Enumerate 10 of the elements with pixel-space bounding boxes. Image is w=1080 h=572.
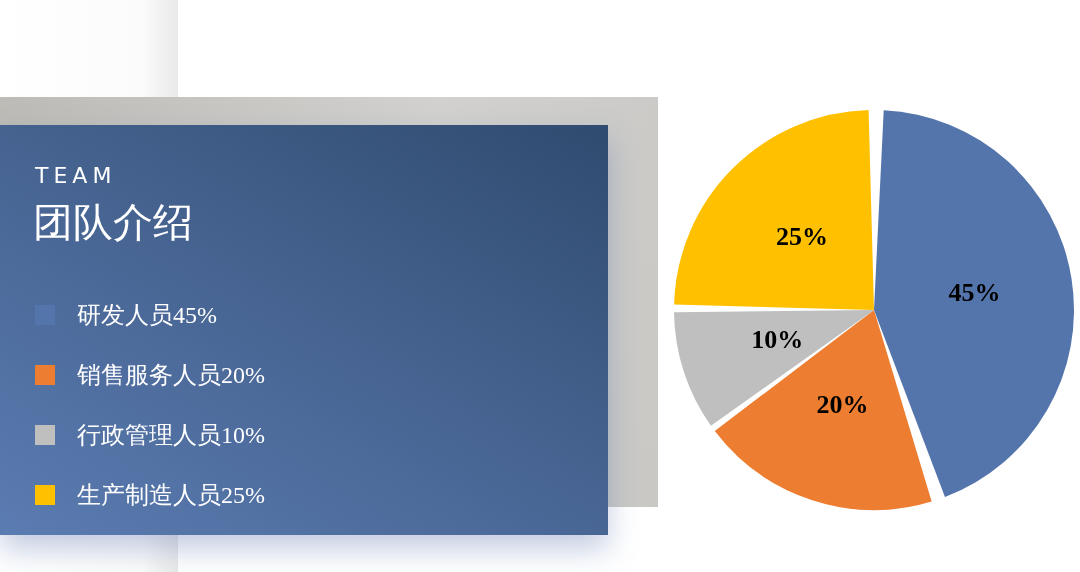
data-label: 10% xyxy=(751,325,804,355)
legend-label: 生产制造人员25% xyxy=(77,481,265,510)
legend-label: 行政管理人员10% xyxy=(77,421,265,450)
data-label: 25% xyxy=(776,221,829,251)
legend-label: 销售服务人员20% xyxy=(77,361,265,390)
text: 团队介绍 xyxy=(33,198,193,247)
data-label: 20% xyxy=(816,390,869,420)
text: TEAM xyxy=(35,163,117,189)
data-label: 45% xyxy=(948,277,1001,307)
legend-label: 研发人员45% xyxy=(77,301,217,330)
